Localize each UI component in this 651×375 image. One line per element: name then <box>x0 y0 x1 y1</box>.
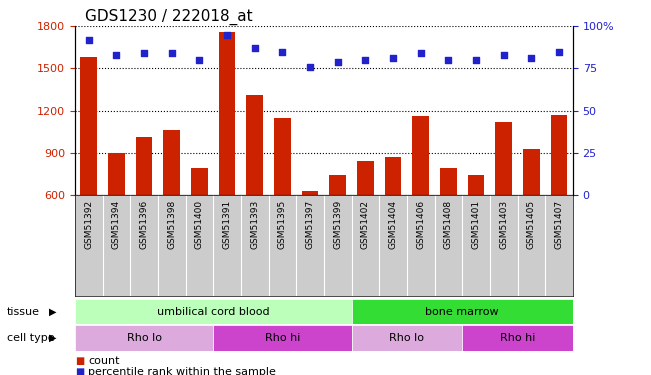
Text: GDS1230 / 222018_at: GDS1230 / 222018_at <box>85 9 253 25</box>
Bar <box>523 148 540 279</box>
Bar <box>81 57 97 279</box>
Text: GSM51407: GSM51407 <box>555 200 564 249</box>
Point <box>388 56 398 62</box>
Bar <box>352 325 462 351</box>
Point <box>222 32 232 38</box>
Point <box>333 58 343 64</box>
Point <box>139 50 149 56</box>
Bar <box>219 32 235 279</box>
Bar <box>274 118 290 279</box>
Text: GSM51394: GSM51394 <box>112 200 121 249</box>
Bar <box>352 299 573 324</box>
Bar <box>462 325 573 351</box>
Text: cell type: cell type <box>7 333 54 343</box>
Point <box>554 49 564 55</box>
Text: percentile rank within the sample: percentile rank within the sample <box>88 367 276 375</box>
Bar <box>551 115 567 279</box>
Point <box>499 52 509 58</box>
Text: umbilical cord blood: umbilical cord blood <box>157 307 270 316</box>
Text: GSM51398: GSM51398 <box>167 200 176 249</box>
Bar <box>385 157 401 279</box>
Text: GSM51391: GSM51391 <box>223 200 232 249</box>
Text: GSM51399: GSM51399 <box>333 200 342 249</box>
Bar <box>108 153 125 279</box>
Bar <box>440 168 457 279</box>
Text: GSM51406: GSM51406 <box>416 200 425 249</box>
Text: GSM51400: GSM51400 <box>195 200 204 249</box>
Text: GSM51404: GSM51404 <box>389 200 398 249</box>
Point <box>194 57 204 63</box>
Bar <box>163 130 180 279</box>
Point <box>83 37 94 43</box>
Bar <box>213 325 352 351</box>
Point <box>471 57 481 63</box>
Text: ■: ■ <box>75 356 84 366</box>
Bar <box>413 116 429 279</box>
Point <box>277 49 288 55</box>
Bar <box>191 168 208 279</box>
Bar <box>75 299 352 324</box>
Bar <box>467 176 484 279</box>
Bar <box>329 175 346 279</box>
Text: Rho lo: Rho lo <box>126 333 161 343</box>
Point <box>111 52 122 58</box>
Point <box>415 50 426 56</box>
Text: GSM51397: GSM51397 <box>305 200 314 249</box>
Bar <box>246 95 263 279</box>
Text: ■: ■ <box>75 367 84 375</box>
Point <box>249 45 260 51</box>
Point <box>360 57 370 63</box>
Bar <box>495 122 512 279</box>
Bar <box>75 325 213 351</box>
Point <box>305 64 315 70</box>
Bar <box>357 161 374 279</box>
Text: GSM51401: GSM51401 <box>471 200 480 249</box>
Text: GSM51408: GSM51408 <box>444 200 453 249</box>
Text: Rho hi: Rho hi <box>500 333 535 343</box>
Text: GSM51392: GSM51392 <box>84 200 93 249</box>
Text: Rho lo: Rho lo <box>389 333 424 343</box>
Bar <box>135 137 152 279</box>
Point <box>443 57 454 63</box>
Text: GSM51405: GSM51405 <box>527 200 536 249</box>
Text: GSM51403: GSM51403 <box>499 200 508 249</box>
Point <box>526 56 536 62</box>
Text: ▶: ▶ <box>49 307 57 316</box>
Text: GSM51395: GSM51395 <box>278 200 287 249</box>
Point <box>167 50 177 56</box>
Text: Rho hi: Rho hi <box>265 333 300 343</box>
Text: ▶: ▶ <box>49 333 57 343</box>
Text: GSM51396: GSM51396 <box>139 200 148 249</box>
Text: bone marrow: bone marrow <box>425 307 499 316</box>
Bar <box>301 192 318 279</box>
Text: tissue: tissue <box>7 307 40 316</box>
Text: count: count <box>88 356 119 366</box>
Text: GSM51393: GSM51393 <box>250 200 259 249</box>
Text: GSM51402: GSM51402 <box>361 200 370 249</box>
